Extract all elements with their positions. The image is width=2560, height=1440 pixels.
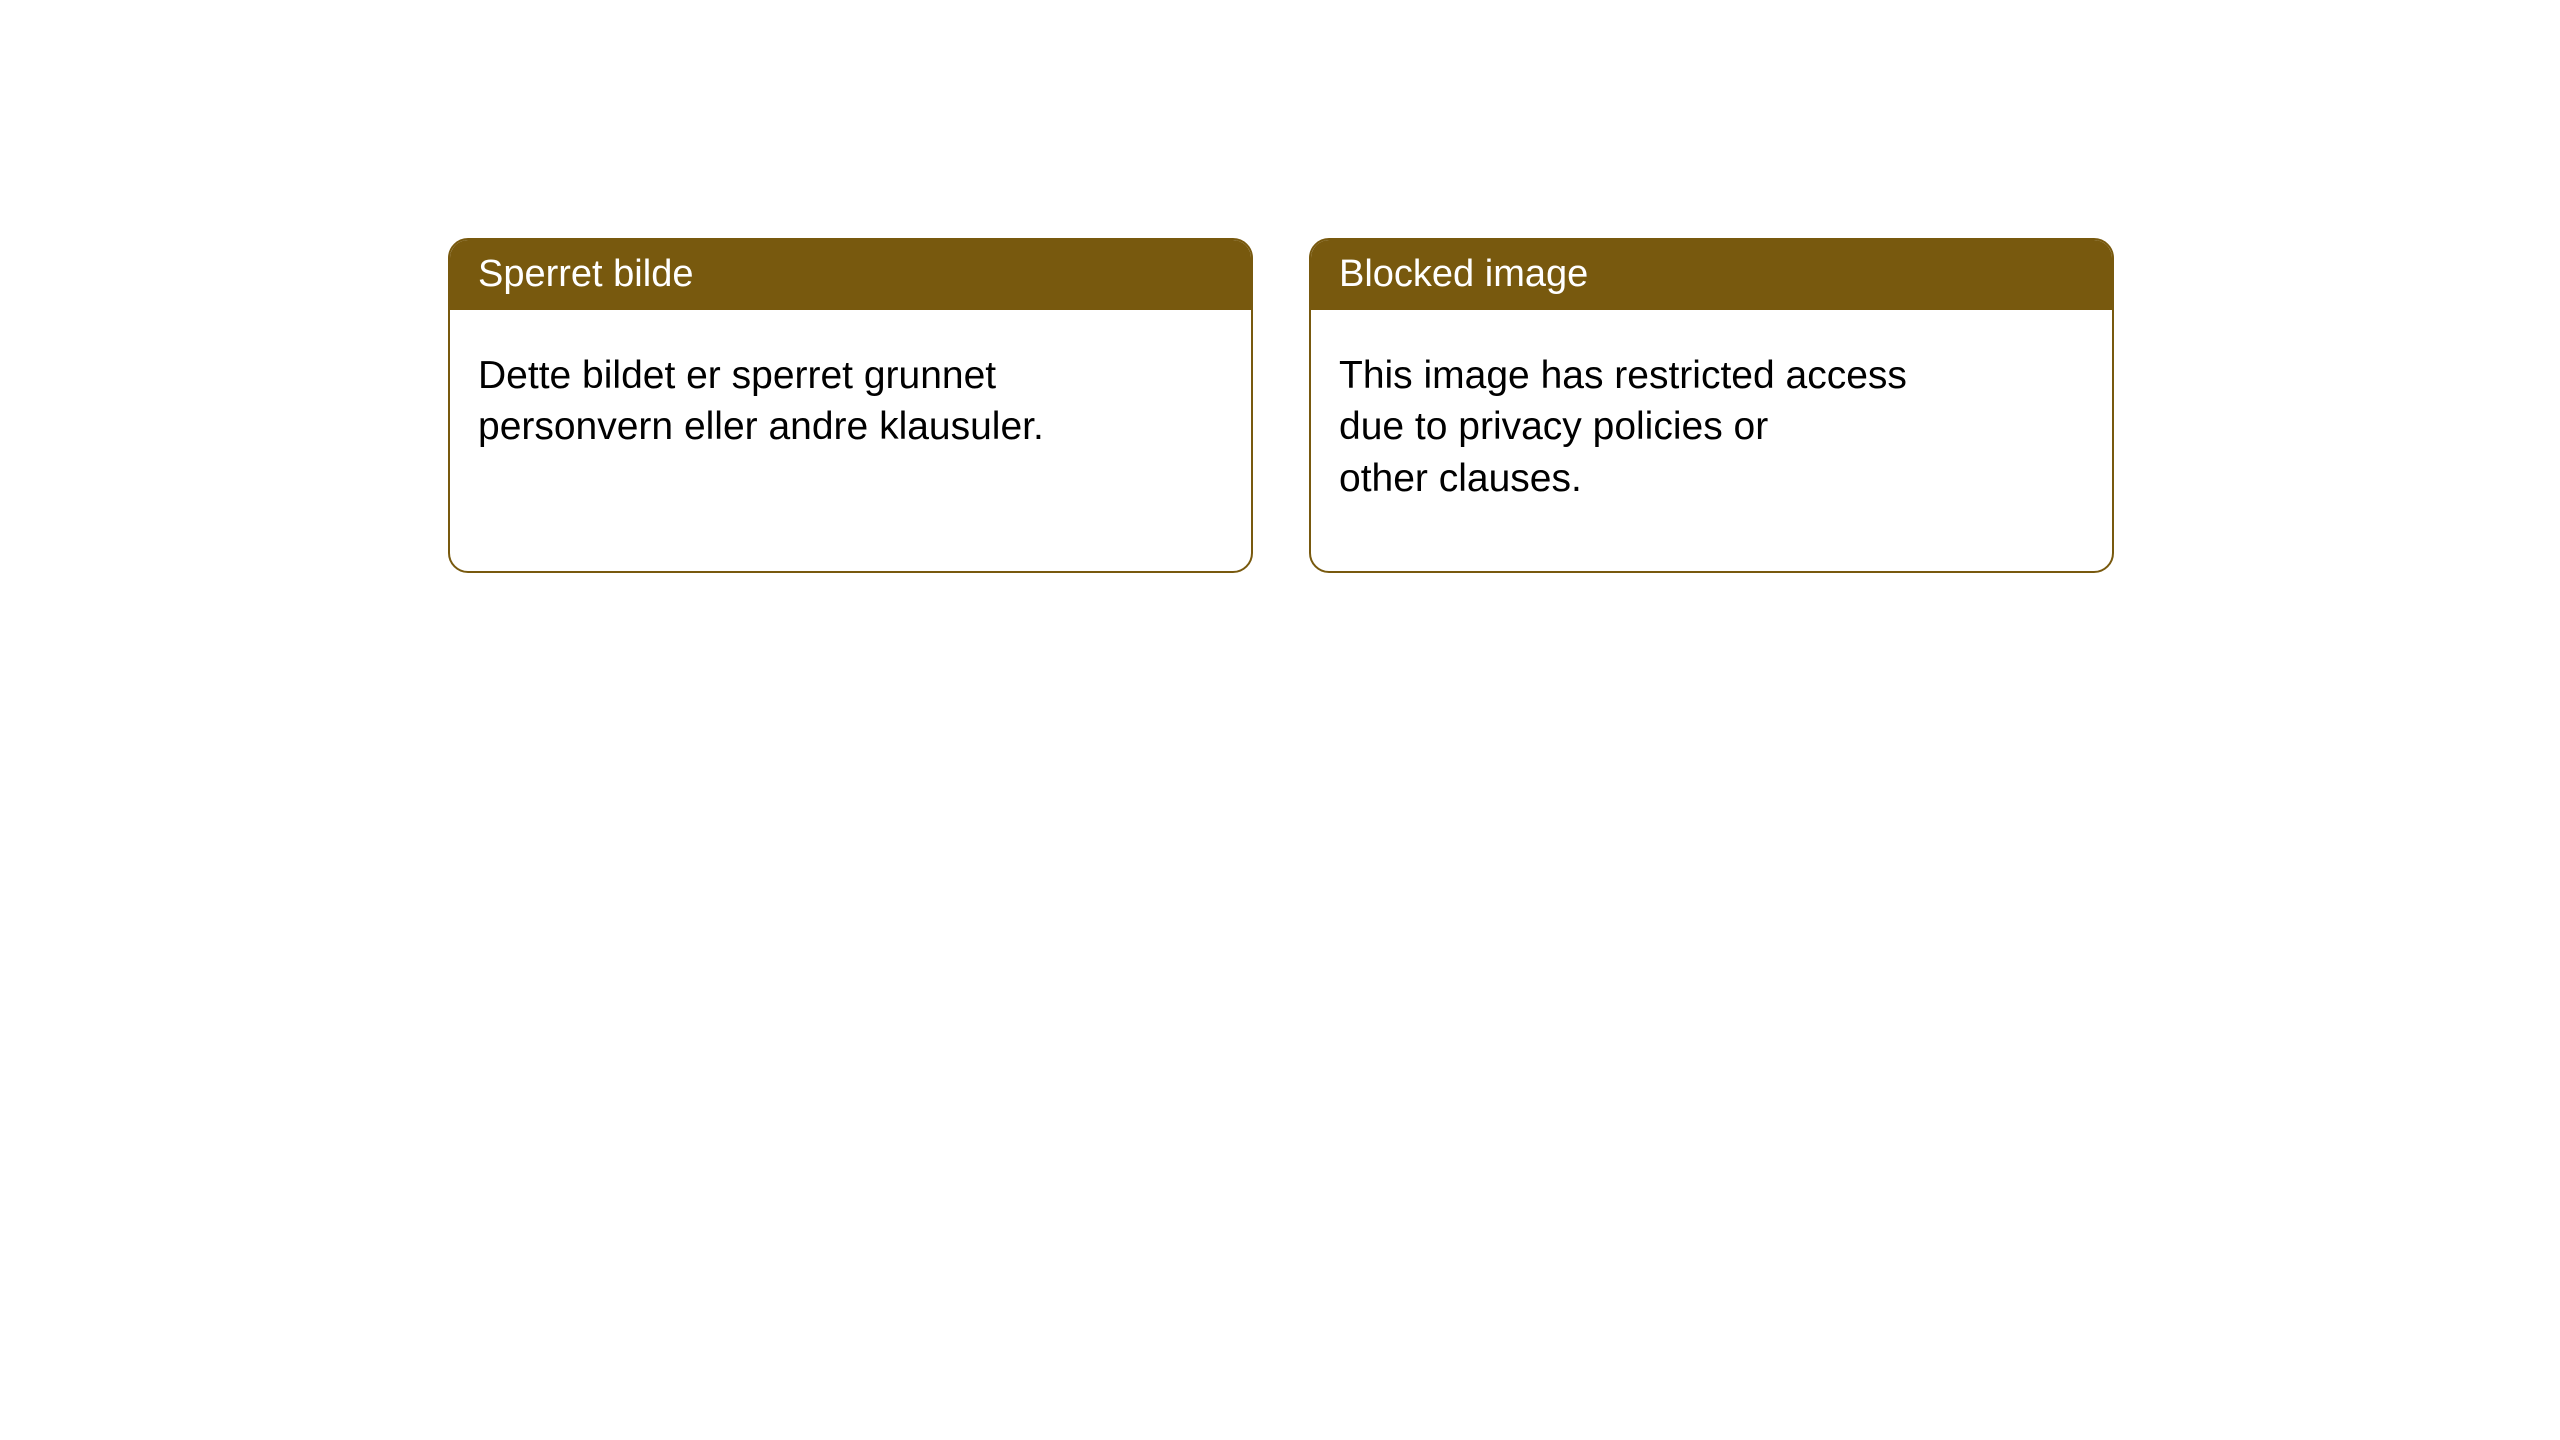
notice-body: This image has restricted access due to … xyxy=(1311,310,2112,532)
notice-body: Dette bildet er sperret grunnet personve… xyxy=(450,310,1251,481)
notice-header: Sperret bilde xyxy=(450,240,1251,310)
notice-container: Sperret bilde Dette bildet er sperret gr… xyxy=(0,0,2560,573)
notice-header: Blocked image xyxy=(1311,240,2112,310)
notice-card-english: Blocked image This image has restricted … xyxy=(1309,238,2114,573)
notice-card-norwegian: Sperret bilde Dette bildet er sperret gr… xyxy=(448,238,1253,573)
